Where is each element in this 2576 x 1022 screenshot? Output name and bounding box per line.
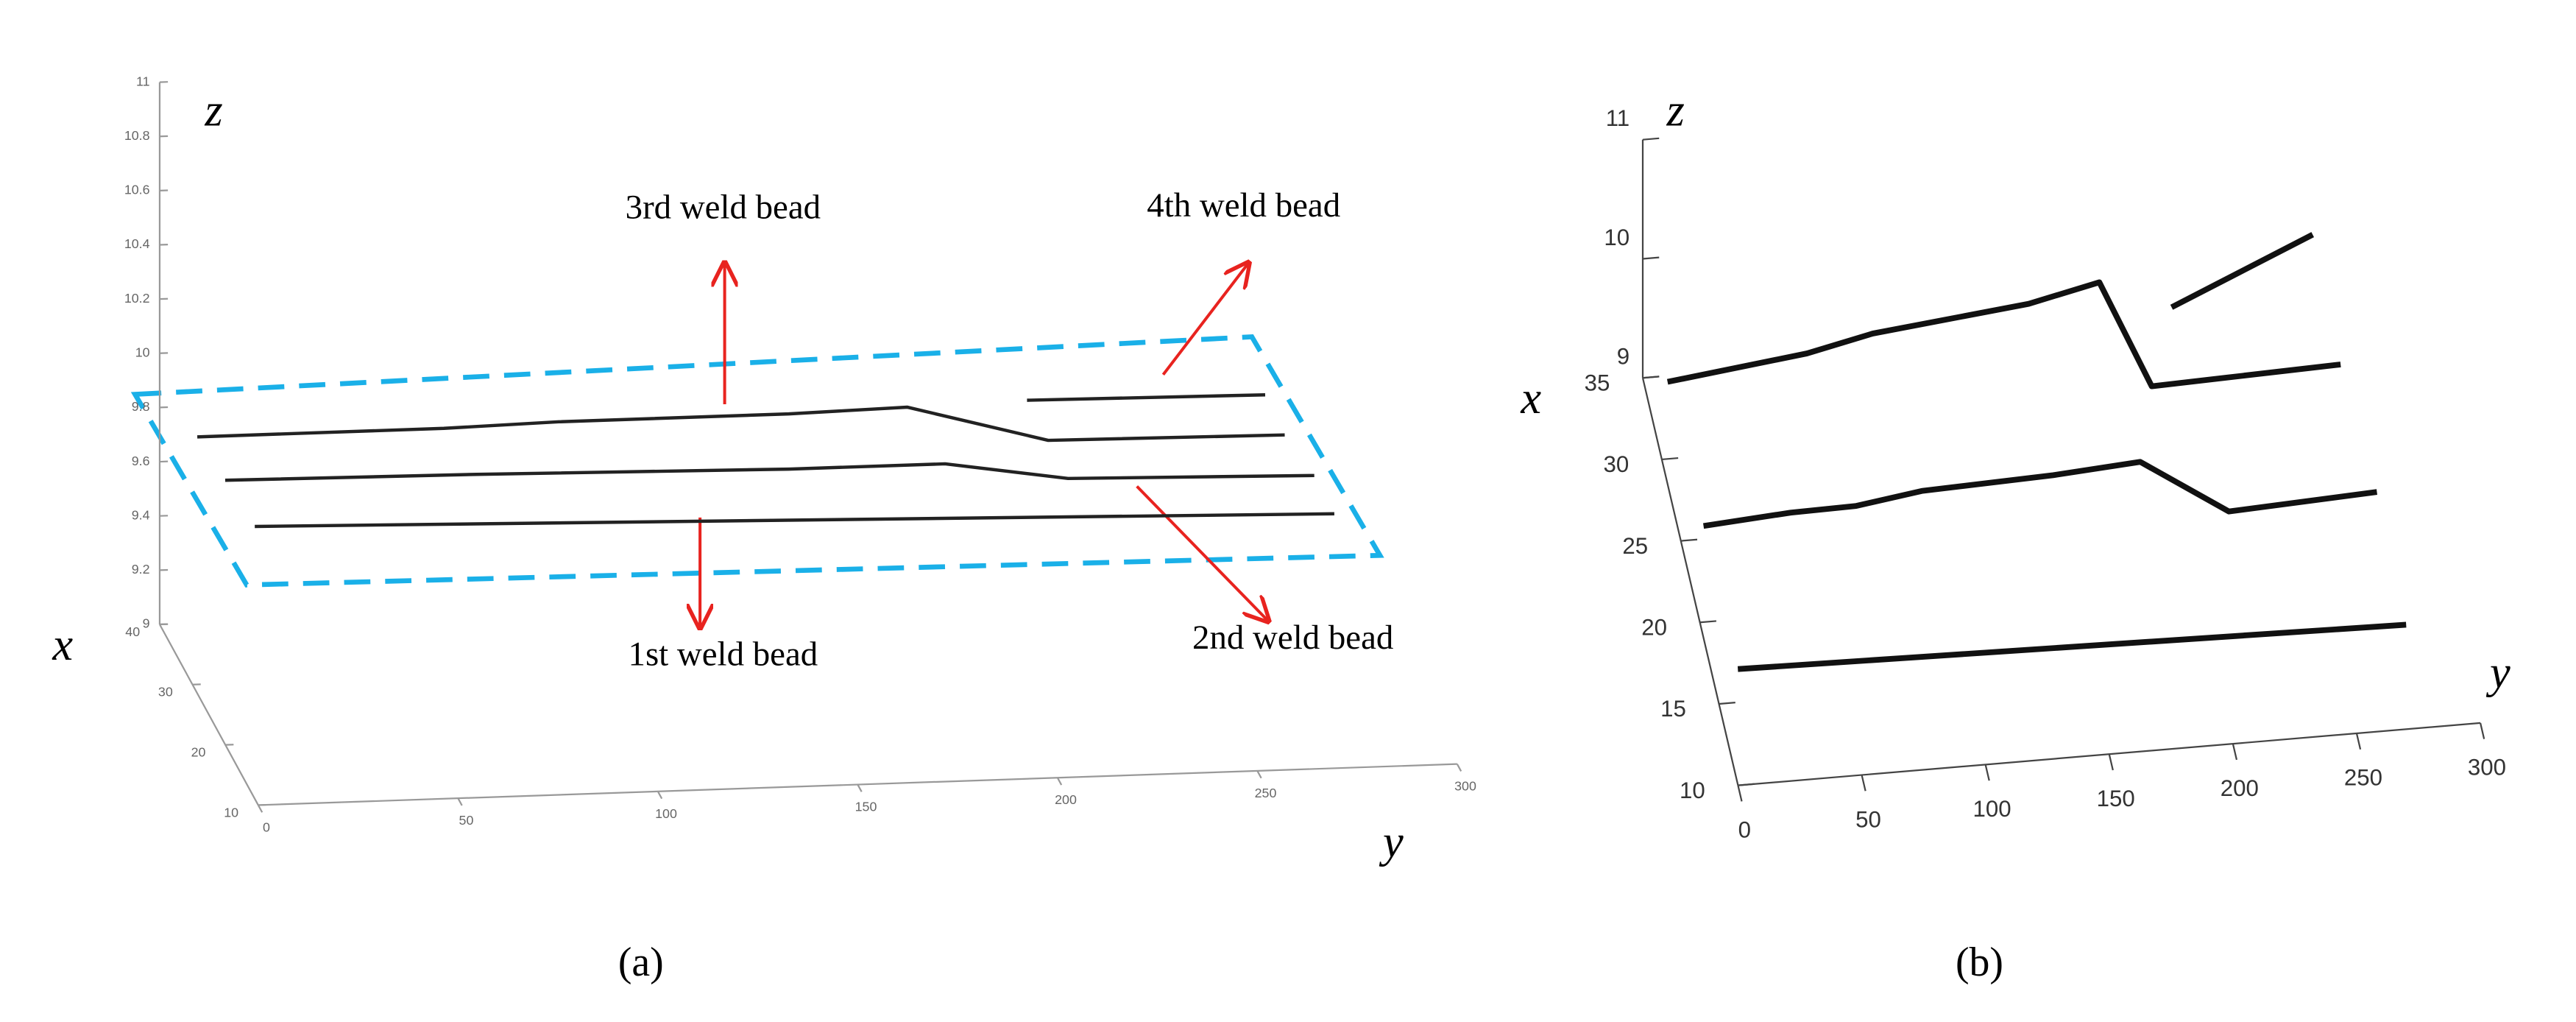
arrow	[1136, 485, 1269, 621]
annotation: 3rd weld bead	[626, 188, 821, 226]
z-tick-label: 10.2	[124, 291, 150, 306]
axis-label: x	[52, 619, 73, 670]
x-axis	[158, 624, 259, 806]
x-tick-label: 20	[191, 744, 206, 759]
axis-label: x	[1520, 372, 1541, 423]
z-tick-label: 10	[135, 345, 150, 359]
y-tick-label: 250	[2344, 765, 2382, 791]
z-tick-label: 9	[1617, 344, 1630, 370]
z-tick-label: 9.6	[132, 454, 150, 468]
annotation: 4th weld bead	[1147, 186, 1340, 225]
tick-mark	[1456, 764, 1462, 772]
x-tick-label: 10	[224, 805, 238, 820]
x-tick-label: 35	[1585, 370, 1610, 395]
x-tick-label: 30	[158, 685, 173, 699]
weld-bead-line	[224, 462, 1314, 482]
y-tick-label: 100	[1973, 796, 2011, 822]
highlight-region	[130, 334, 1384, 588]
tick-mark	[2108, 754, 2114, 771]
tick-mark	[1256, 770, 1262, 779]
z-tick-label: 9	[143, 616, 150, 631]
y-tick-label: 0	[263, 820, 270, 834]
x-tick-label: 25	[1622, 533, 1648, 559]
tick-mark	[1737, 785, 1743, 802]
annotation: 2nd weld bead	[1192, 619, 1393, 657]
y-tick-label: 150	[2097, 786, 2135, 811]
arrow	[1161, 263, 1248, 376]
tick-mark	[2355, 733, 2362, 750]
x-tick-label: 40	[125, 624, 140, 639]
tick-mark	[1719, 701, 1735, 705]
axis-label: y	[2485, 646, 2510, 698]
tick-mark	[657, 791, 663, 800]
y-tick-label: 150	[855, 800, 877, 814]
z-tick-label: 10.8	[124, 128, 150, 143]
z-tick-label: 9.4	[132, 507, 150, 522]
tick-mark	[1642, 137, 1660, 141]
weld-bead-line	[2170, 232, 2315, 310]
x-axis	[1641, 377, 1739, 786]
y-tick-label: 300	[2468, 755, 2506, 780]
arrows	[700, 263, 1268, 627]
z-tick-label: 11	[136, 74, 150, 88]
y-tick-label: 200	[2221, 775, 2259, 801]
weld-bead-line	[197, 405, 1285, 443]
y-tick-label: 300	[1454, 779, 1476, 794]
weld-bead-line	[255, 512, 1334, 529]
tick-mark	[2232, 743, 2238, 761]
x-tick-label: 20	[1641, 614, 1667, 640]
tick-mark	[1642, 376, 1660, 379]
caption: (a)	[618, 940, 664, 985]
z-tick-label: 10.4	[124, 236, 150, 251]
axis-label: y	[1379, 816, 1404, 867]
y-tick-label: 0	[1738, 817, 1751, 842]
caption: (b)	[1956, 940, 2003, 985]
tick-mark	[1680, 538, 1698, 542]
weld-bead-line	[1702, 459, 2378, 529]
tick-mark	[1642, 256, 1660, 260]
weld-bead-line	[1737, 621, 2407, 672]
x-tick-label: 15	[1660, 696, 1686, 722]
weld-bead-line	[1666, 279, 2341, 390]
z-tick-label: 10	[1604, 225, 1630, 250]
tick-mark	[1861, 775, 1866, 792]
y-tick-label: 50	[459, 813, 474, 828]
tick-mark	[457, 797, 463, 806]
tick-mark	[1056, 777, 1063, 786]
axis-label: z	[204, 85, 222, 136]
tick-mark	[257, 804, 263, 813]
y-tick-label: 250	[1255, 786, 1277, 800]
tick-mark	[1738, 783, 1755, 786]
y-tick-label: 100	[655, 806, 677, 821]
z-tick-label: 11	[1606, 105, 1630, 131]
y-tick-label: 200	[1055, 792, 1077, 807]
tick-mark	[1984, 764, 1990, 781]
tick-mark	[1699, 620, 1716, 624]
tick-mark	[857, 784, 863, 792]
weld-bead-line	[1027, 393, 1266, 402]
x-tick-label: 10	[1680, 778, 1705, 803]
axis-label: z	[1666, 85, 1684, 136]
x-tick-label: 30	[1604, 451, 1630, 477]
tick-mark	[1661, 457, 1679, 461]
z-tick-label: 9.8	[132, 399, 150, 414]
y-tick-label: 50	[1855, 806, 1881, 832]
z-tick-label: 10.6	[124, 183, 150, 197]
tick-mark	[2479, 722, 2485, 739]
annotation: 1st weld bead	[629, 635, 818, 673]
z-tick-label: 9.2	[132, 562, 150, 577]
